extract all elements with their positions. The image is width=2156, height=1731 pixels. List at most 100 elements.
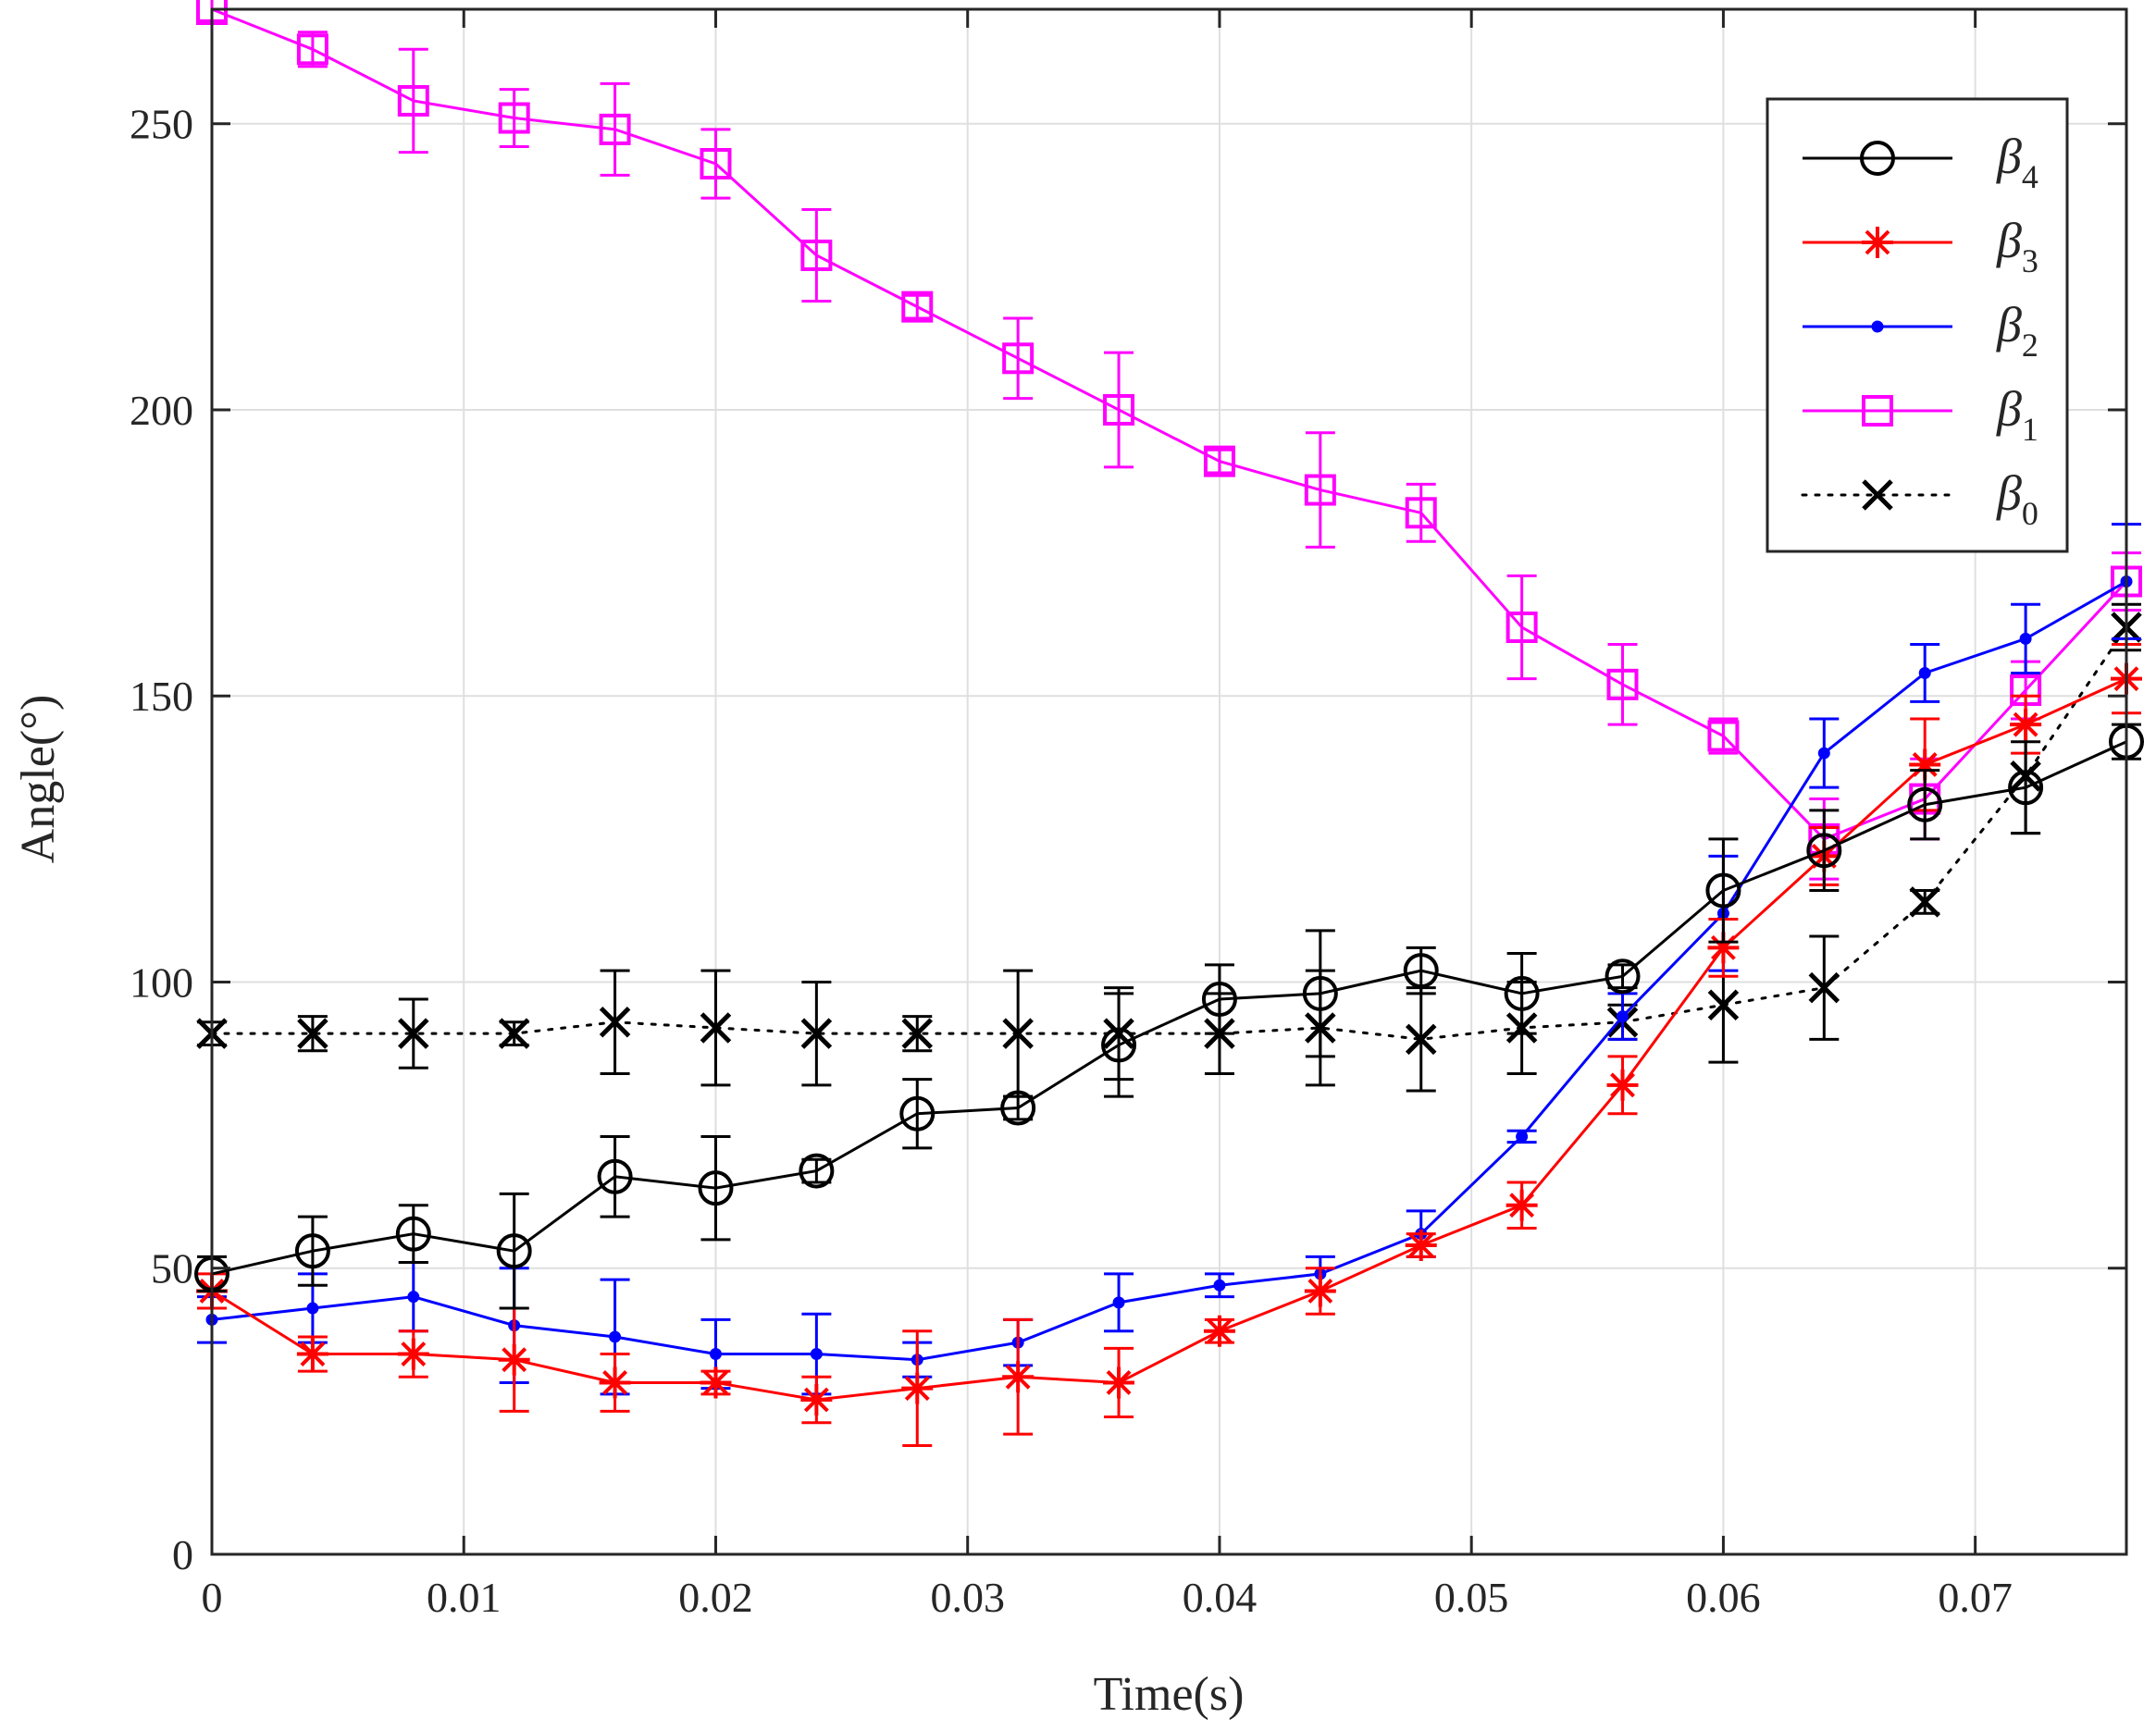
point-1-5 (700, 148, 732, 179)
point-1-12 (1405, 497, 1437, 529)
point-1-4 (599, 113, 631, 145)
axes (210, 7, 2128, 1556)
point-0-3 (498, 1018, 530, 1049)
point-4-18 (2008, 770, 2044, 806)
x-tick-label-4: 0.04 (1183, 1574, 1258, 1621)
legend-marker-0 (1862, 479, 1893, 511)
point-0-6 (800, 1018, 833, 1049)
point-1-11 (1304, 474, 1336, 506)
series-line-1 (211, 7, 2128, 841)
point-1-7 (901, 291, 934, 323)
point-4-10 (1201, 982, 1237, 1018)
point-3-15 (1707, 932, 1740, 964)
plot-frame (210, 7, 2128, 1556)
series-line-2 (211, 580, 2127, 1362)
point-2-9 (1112, 1296, 1125, 1309)
point-4-8 (1000, 1090, 1036, 1126)
point-3-14 (1606, 1069, 1639, 1101)
point-4-4 (597, 1158, 633, 1194)
point-2-16 (1817, 747, 1830, 760)
point-0-17 (1909, 886, 1940, 918)
legend-entry-1: β1 (1803, 381, 2038, 448)
point-2-10 (1213, 1279, 1226, 1292)
x-tick-label-3: 0.03 (930, 1574, 1005, 1621)
point-4-9 (1101, 1027, 1137, 1063)
point-3-9 (1103, 1366, 1135, 1399)
point-0-12 (1405, 1023, 1437, 1056)
point-4-11 (1302, 975, 1338, 1011)
legend-entry-4: β4 (1803, 129, 2038, 195)
x-axis-title: Time(s) (1094, 1668, 1245, 1721)
x-tick-label-1: 0.01 (427, 1574, 502, 1621)
point-0-4 (599, 1007, 631, 1038)
point-1-13 (1505, 612, 1538, 643)
point-1-10 (1203, 445, 1235, 477)
legend-entry-3: β3 (1803, 213, 2038, 279)
x-tick-label-7: 0.07 (1938, 1574, 2013, 1621)
legend-label-4: β4 (1996, 129, 2038, 195)
legend-marker-2 (1871, 320, 1884, 333)
point-1-6 (800, 239, 833, 271)
point-2-6 (810, 1348, 823, 1361)
point-4-6 (799, 1153, 835, 1189)
point-4-13 (1504, 975, 1540, 1011)
point-3-2 (397, 1338, 429, 1370)
point-4-15 (1705, 872, 1741, 909)
point-1-9 (1103, 393, 1135, 426)
y-tick-label-1: 50 (151, 1245, 193, 1292)
y-tick-label-2: 100 (130, 958, 193, 1006)
legend-label-1: β1 (1996, 381, 2038, 448)
point-3-3 (498, 1343, 530, 1376)
point-4-14 (1605, 958, 1641, 995)
series-line-0 (210, 625, 2128, 1041)
x-tick-label-5: 0.05 (1434, 1574, 1509, 1621)
point-1-8 (1002, 342, 1035, 375)
legend-marker-3 (1862, 227, 1893, 258)
point-3-12 (1405, 1230, 1437, 1261)
point-0-2 (398, 1018, 429, 1049)
legend-entry-0: β0 (1801, 465, 2038, 532)
point-1-14 (1606, 668, 1639, 700)
point-4-3 (496, 1233, 532, 1269)
point-2-5 (709, 1348, 722, 1361)
point-3-8 (1002, 1361, 1035, 1393)
point-3-11 (1304, 1275, 1336, 1307)
point-3-18 (2010, 709, 2042, 741)
point-3-10 (1203, 1315, 1235, 1347)
point-0-16 (1808, 971, 1840, 1004)
y-axis-title: Angle(°) (12, 695, 65, 864)
point-0-8 (1002, 1018, 1034, 1049)
point-1-1 (296, 33, 328, 66)
x-tick-label-2: 0.02 (678, 1574, 753, 1621)
x-tick-label-6: 0.06 (1686, 1574, 1761, 1621)
point-4-16 (1806, 833, 1842, 869)
y-tick-label-0: 0 (172, 1531, 193, 1578)
point-4-12 (1403, 953, 1439, 989)
point-4-1 (294, 1233, 330, 1269)
point-3-7 (901, 1372, 934, 1404)
point-0-1 (297, 1018, 328, 1049)
y-tick-label-3: 150 (130, 673, 193, 720)
point-0-15 (1707, 989, 1740, 1020)
tick-labels: 0 0.01 0.02 0.03 0.04 0.05 0.06 0.07 0 50 100 150 20… (130, 101, 2013, 1621)
legend-label-3: β3 (1996, 213, 2038, 279)
point-2-17 (1918, 666, 1931, 679)
legend-label-2: β2 (1996, 297, 2038, 364)
point-3-1 (296, 1338, 328, 1370)
legend-label-0: β0 (1996, 465, 2038, 532)
point-4-5 (698, 1170, 734, 1206)
point-4-7 (899, 1095, 936, 1131)
point-1-15 (1707, 720, 1740, 752)
point-3-5 (700, 1366, 732, 1399)
point-0-7 (901, 1018, 934, 1049)
point-1-2 (397, 84, 429, 117)
legend: β4 β3 β2 β1 β0 (1766, 97, 2069, 553)
series-line-4 (211, 740, 2127, 1276)
y-tick-label-5: 250 (130, 101, 193, 148)
x-tick-label-0: 0 (202, 1574, 223, 1621)
point-4-17 (1907, 786, 1943, 822)
point-0-5 (700, 1012, 732, 1044)
point-3-4 (599, 1366, 631, 1399)
point-3-17 (1909, 748, 1941, 781)
